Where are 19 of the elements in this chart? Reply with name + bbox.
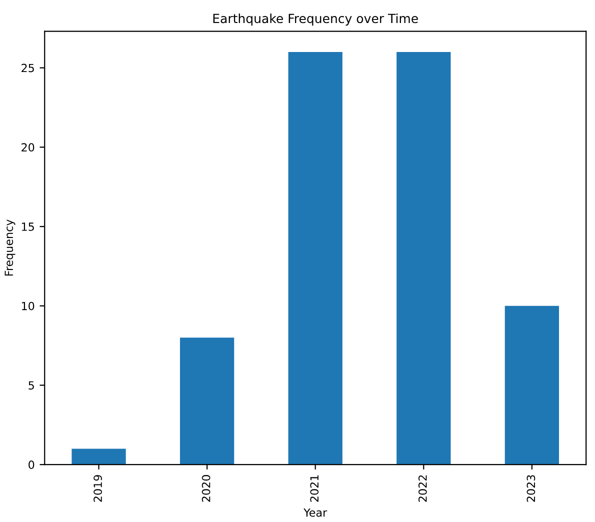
bar [180,338,234,465]
y-tick-label: 5 [28,381,34,390]
x-tick-label: 2020 [202,475,210,502]
y-axis-title: Frequency [4,220,16,276]
x-tick-label: 2019 [94,475,102,502]
x-tick-label: 2023 [526,475,536,502]
y-tick-label: 10 [22,302,34,310]
x-tick-label: 2022 [418,475,427,502]
bar [504,306,560,465]
y-tick-label: 25 [22,64,34,72]
bar [396,52,451,465]
y-tick-label: 20 [22,143,34,152]
bar [288,52,342,465]
x-tick-label: 2021 [310,475,319,502]
bar [72,448,126,465]
y-tick-label: 0 [28,460,34,469]
x-axis-title: Year [304,508,328,517]
chart-title: Earthquake Frequency over Time [213,13,418,26]
y-tick-label: 15 [22,222,34,231]
